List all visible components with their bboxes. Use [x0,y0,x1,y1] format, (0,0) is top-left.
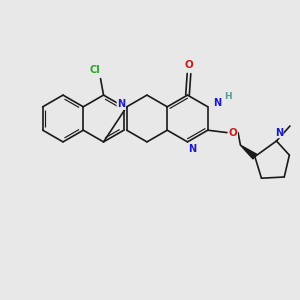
Polygon shape [241,145,257,159]
Text: N: N [275,128,283,138]
Text: N: N [117,99,125,110]
Text: Cl: Cl [90,65,101,75]
Text: N: N [213,98,221,108]
Text: O: O [184,60,194,70]
Text: N: N [188,143,196,154]
Text: O: O [229,128,237,138]
Text: H: H [224,92,232,101]
